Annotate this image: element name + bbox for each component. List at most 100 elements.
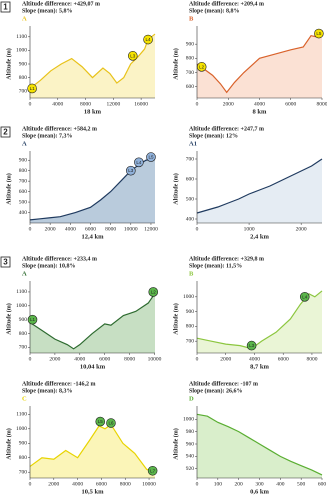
x-tick-label: 8000 — [120, 481, 131, 487]
waypoint-label: L5 — [148, 155, 154, 160]
x-tick-label: 6000 — [85, 226, 96, 232]
x-tick-label: 8000 — [80, 101, 91, 107]
y-tick-label: 500 — [19, 199, 28, 205]
x-tick-label: 2000 — [223, 101, 234, 107]
annotation: Slope (mean): 26,6% — [189, 387, 243, 394]
x-tick-label: 0 — [196, 356, 199, 362]
x-tick-label: 2000 — [45, 226, 56, 232]
section-number: 2 — [3, 128, 8, 137]
y-tick-label: 960 — [186, 441, 195, 447]
waypoint-marker — [143, 34, 153, 45]
x-axis-label: 0,6 km — [250, 488, 269, 495]
y-axis-label: Altitude (m) — [5, 173, 12, 205]
annotation: Altitude difference: +233,4 m — [22, 256, 97, 262]
y-tick-label: 700 — [186, 156, 195, 162]
x-tick-label: 10000 — [124, 226, 138, 232]
x-tick-label: 6000 — [278, 356, 289, 362]
y-tick-label: 1000 — [183, 417, 194, 423]
profile-line — [29, 33, 156, 89]
x-axis-label: 10,04 km — [80, 363, 106, 370]
waypoint-label: L7 — [150, 468, 156, 473]
y-tick-label: 1100 — [16, 34, 27, 40]
y-tick-label: 1000 — [16, 426, 27, 432]
x-tick-label: 0 — [29, 356, 32, 362]
y-tick-label: 400 — [186, 216, 195, 222]
profile-line — [196, 158, 323, 214]
x-tick-label: 2000 — [49, 356, 60, 362]
waypoint-label: L3 — [128, 168, 134, 173]
x-tick-label: 2000 — [296, 226, 307, 232]
waypoint-marker — [95, 416, 106, 427]
y-axis-label: Altitude (m) — [5, 48, 12, 80]
y-tick-label: 800 — [19, 75, 28, 81]
area-fill — [197, 414, 322, 478]
x-axis-label: 12,4 km — [81, 233, 104, 240]
waypoint-marker — [134, 157, 144, 168]
section-number: 3 — [3, 258, 8, 267]
y-tick-label: 900 — [19, 441, 28, 447]
x-tick-label: 0 — [29, 101, 32, 107]
y-axis-label: Altitude (m) — [5, 303, 12, 335]
x-tick-label: 8000 — [317, 101, 327, 107]
x-tick-label: 10000 — [142, 481, 156, 487]
waypoint-label: L1 — [30, 86, 36, 91]
y-tick-label: 700 — [186, 338, 195, 344]
x-axis-label: 8 km — [253, 108, 267, 115]
waypoint-marker — [299, 292, 310, 302]
waypoint-marker — [27, 83, 37, 94]
x-tick-label: 4000 — [52, 101, 63, 107]
x-tick-label: 0 — [196, 481, 199, 487]
waypoint-label: L3 — [130, 53, 136, 58]
area-fill — [30, 293, 155, 353]
y-tick-label: 1000 — [183, 294, 194, 300]
profile-line — [29, 292, 156, 350]
x-tick-label: 0 — [196, 101, 199, 107]
y-tick-label: 700 — [19, 178, 28, 184]
y-tick-label: 900 — [19, 157, 28, 163]
panel-letter: A — [22, 140, 27, 147]
x-tick-label: 400 — [276, 481, 285, 487]
y-tick-label: 400 — [19, 210, 28, 216]
annotation: Slope (mean): 12% — [189, 132, 238, 139]
waypoint-label: L6 — [108, 421, 114, 426]
x-tick-label: 2000 — [48, 481, 59, 487]
y-tick-label: 1100 — [16, 412, 27, 418]
annotation: Altitude difference: +329,8 m — [189, 256, 264, 262]
waypoint-marker — [27, 314, 38, 325]
waypoint-marker — [148, 287, 159, 297]
waypoint-label: L4 — [146, 37, 152, 42]
y-axis-label: Altitude (m) — [172, 173, 179, 205]
waypoint-label: L5 — [98, 419, 104, 424]
x-tick-label: 16000 — [134, 101, 148, 107]
x-tick-label: 0 — [196, 226, 199, 232]
annotation: Slope (mean): 7,3% — [22, 132, 73, 139]
waypoint-marker — [146, 152, 156, 162]
y-tick-label: 1000 — [16, 303, 27, 309]
waypoint-label: L4 — [136, 160, 142, 165]
y-tick-label: 800 — [19, 455, 28, 461]
annotation: Altitude difference: +584,2 m — [22, 126, 97, 132]
y-tick-label: 920 — [186, 466, 195, 472]
x-tick-label: 300 — [255, 481, 264, 487]
area-fill — [197, 31, 322, 99]
section-box — [0, 1, 11, 13]
x-tick-label: 8000 — [105, 226, 116, 232]
x-tick-label: 2000 — [220, 356, 231, 362]
x-tick-label: 100 — [214, 481, 223, 487]
y-axis-label: Altitude (m) — [172, 48, 179, 80]
waypoint-marker — [106, 418, 116, 428]
panel-letter: D — [189, 395, 194, 402]
x-tick-label: 4000 — [254, 101, 265, 107]
y-tick-label: 600 — [19, 189, 28, 195]
x-tick-label: 0 — [29, 481, 32, 487]
x-tick-label: 6000 — [99, 356, 110, 362]
panel-letter: C — [22, 395, 27, 402]
profile-line — [196, 413, 323, 476]
x-tick-label: 4000 — [65, 226, 76, 232]
waypoint-marker — [314, 28, 324, 39]
x-axis-label: 18 km — [84, 108, 102, 115]
y-tick-label: 980 — [186, 429, 195, 435]
y-tick-label: 900 — [186, 41, 195, 47]
y-tick-label: 900 — [19, 317, 28, 323]
